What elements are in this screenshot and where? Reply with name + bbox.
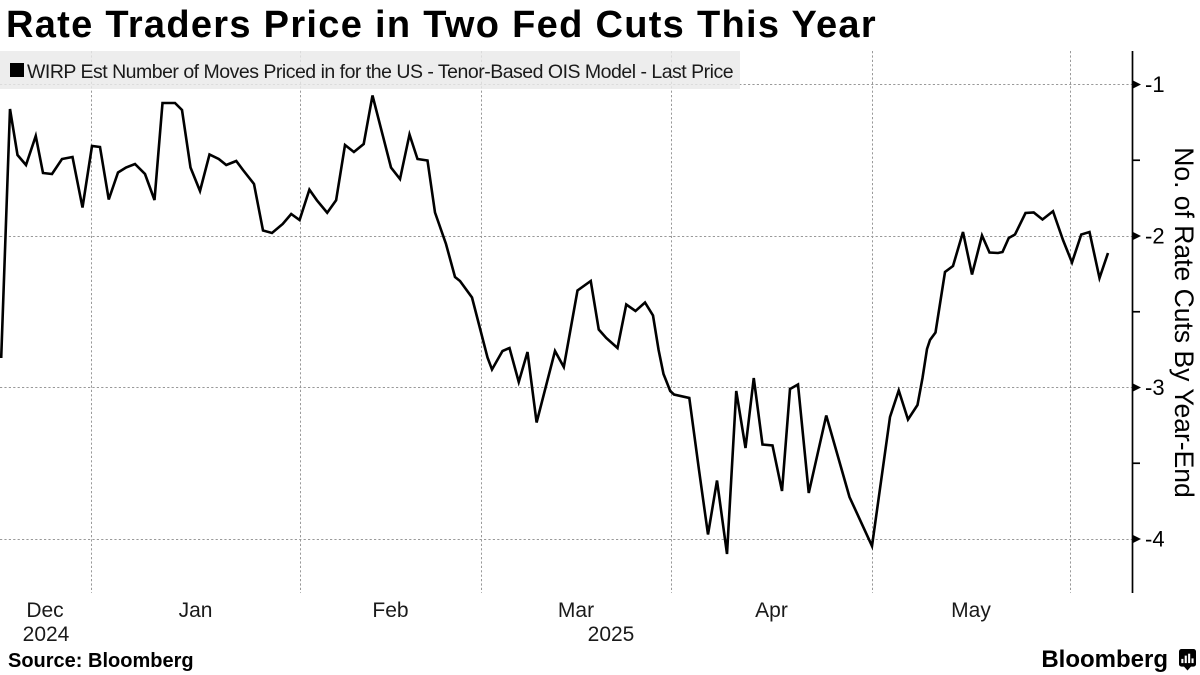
svg-text:No. of Rate Cuts By Year-End: No. of Rate Cuts By Year-End xyxy=(1169,147,1199,498)
svg-text:Jan: Jan xyxy=(179,599,213,622)
svg-text:Apr: Apr xyxy=(755,599,788,622)
svg-text:Feb: Feb xyxy=(372,599,408,622)
svg-text:-4: -4 xyxy=(1145,527,1165,552)
svg-text:-2: -2 xyxy=(1145,224,1165,249)
svg-text:2024: 2024 xyxy=(23,623,70,646)
svg-text:May: May xyxy=(951,599,991,622)
svg-text:-3: -3 xyxy=(1145,375,1165,400)
svg-text:Dec: Dec xyxy=(26,599,63,622)
svg-text:2025: 2025 xyxy=(588,623,635,646)
svg-text:Source: Bloomberg: Source: Bloomberg xyxy=(8,650,194,672)
svg-text:Bloomberg: Bloomberg xyxy=(1041,646,1168,673)
svg-text:Mar: Mar xyxy=(558,599,594,622)
svg-text:-1: -1 xyxy=(1145,72,1165,97)
svg-text:Rate Traders Price in Two Fed: Rate Traders Price in Two Fed Cuts This … xyxy=(6,4,877,46)
svg-text:WIRP Est Number of Moves Price: WIRP Est Number of Moves Priced in for t… xyxy=(27,61,733,83)
